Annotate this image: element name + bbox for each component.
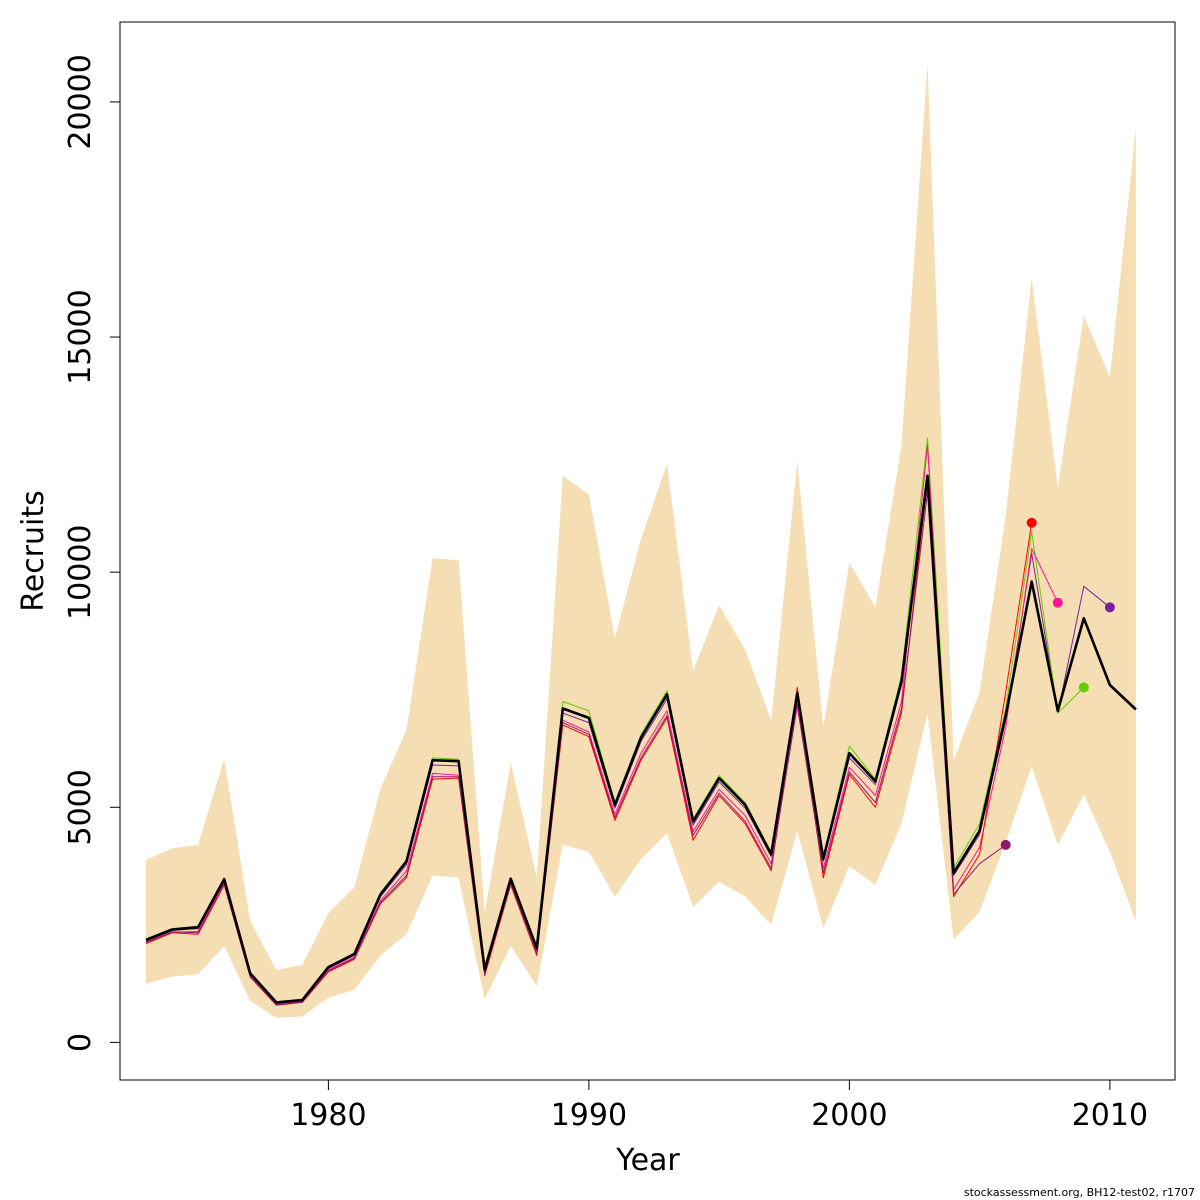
plot-frame [119,21,1176,1081]
x-tick-label: 2010 [1072,1098,1148,1133]
x-axis: 1980 1990 2000 2010 [290,1080,1148,1133]
x-tick-label: 1980 [290,1098,366,1133]
x-tick-label: 2000 [811,1098,887,1133]
endpoint-marker-2008 [1052,597,1063,608]
y-axis: 0 5000 10000 15000 20000 [63,54,120,1052]
series-line-peel-2006 [145,491,1006,1006]
y-tick-label: 20000 [63,54,98,149]
endpoint-marker-2006 [1000,839,1011,850]
endpoint-marker-2009 [1078,682,1089,693]
x-axis-title: Year [615,1143,680,1178]
y-tick-label: 0 [63,1033,98,1052]
x-tick-label: 1990 [551,1098,627,1133]
footer-note: stockassessment.org, BH12-test02, r1707 [964,1186,1195,1199]
endpoint-marker-2010 [1104,602,1115,613]
y-axis-title: Recruits [16,490,51,612]
endpoint-layer [1000,517,1115,850]
y-tick-label: 15000 [63,289,98,384]
y-tick-label: 5000 [63,769,98,845]
series-line-main [145,474,1137,1004]
series-layer [145,437,1137,1006]
y-tick-label: 10000 [63,524,98,619]
confidence-band-layer [146,64,1136,1018]
endpoint-marker-2007 [1026,517,1037,528]
confidence-band [146,64,1136,1018]
